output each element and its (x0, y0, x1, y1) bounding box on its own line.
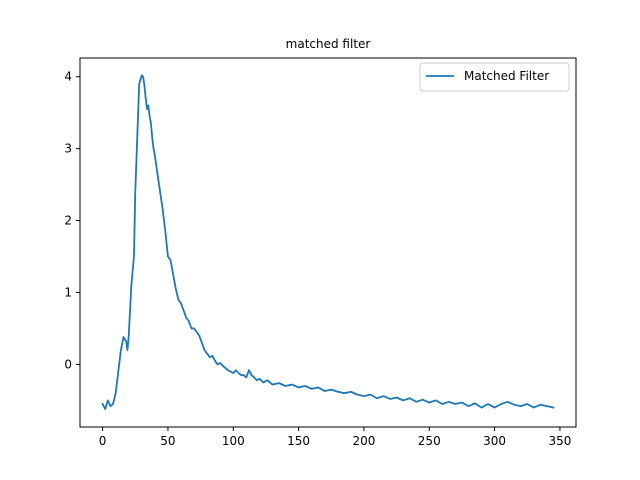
series-line-0 (101, 74, 555, 410)
x-tick-label: 300 (483, 434, 506, 448)
axes-layer: 0 50 100 150 200 250 300 350 0 1 2 3 4 (64, 57, 577, 448)
x-tick-label: 350 (548, 434, 571, 448)
y-tick-label: 3 (64, 142, 72, 156)
y-tick-label: 0 (64, 357, 72, 371)
x-tick-label: 50 (160, 434, 175, 448)
x-tick-label: 100 (222, 434, 245, 448)
legend-box (419, 62, 570, 92)
y-tick-label: 4 (64, 70, 72, 84)
x-tick-label: 150 (287, 434, 310, 448)
chart-title: matched filter (286, 37, 371, 51)
x-tick-label: 0 (99, 434, 107, 448)
y-tick-label: 2 (64, 214, 72, 228)
legend-label: Matched Filter (464, 69, 549, 83)
y-tick-label: 1 (64, 285, 72, 299)
legend: Matched Filter (419, 62, 570, 92)
x-tick-label: 200 (352, 434, 375, 448)
plot-frame (79, 57, 577, 428)
x-tick-label: 250 (418, 434, 441, 448)
series-layer (101, 74, 555, 410)
